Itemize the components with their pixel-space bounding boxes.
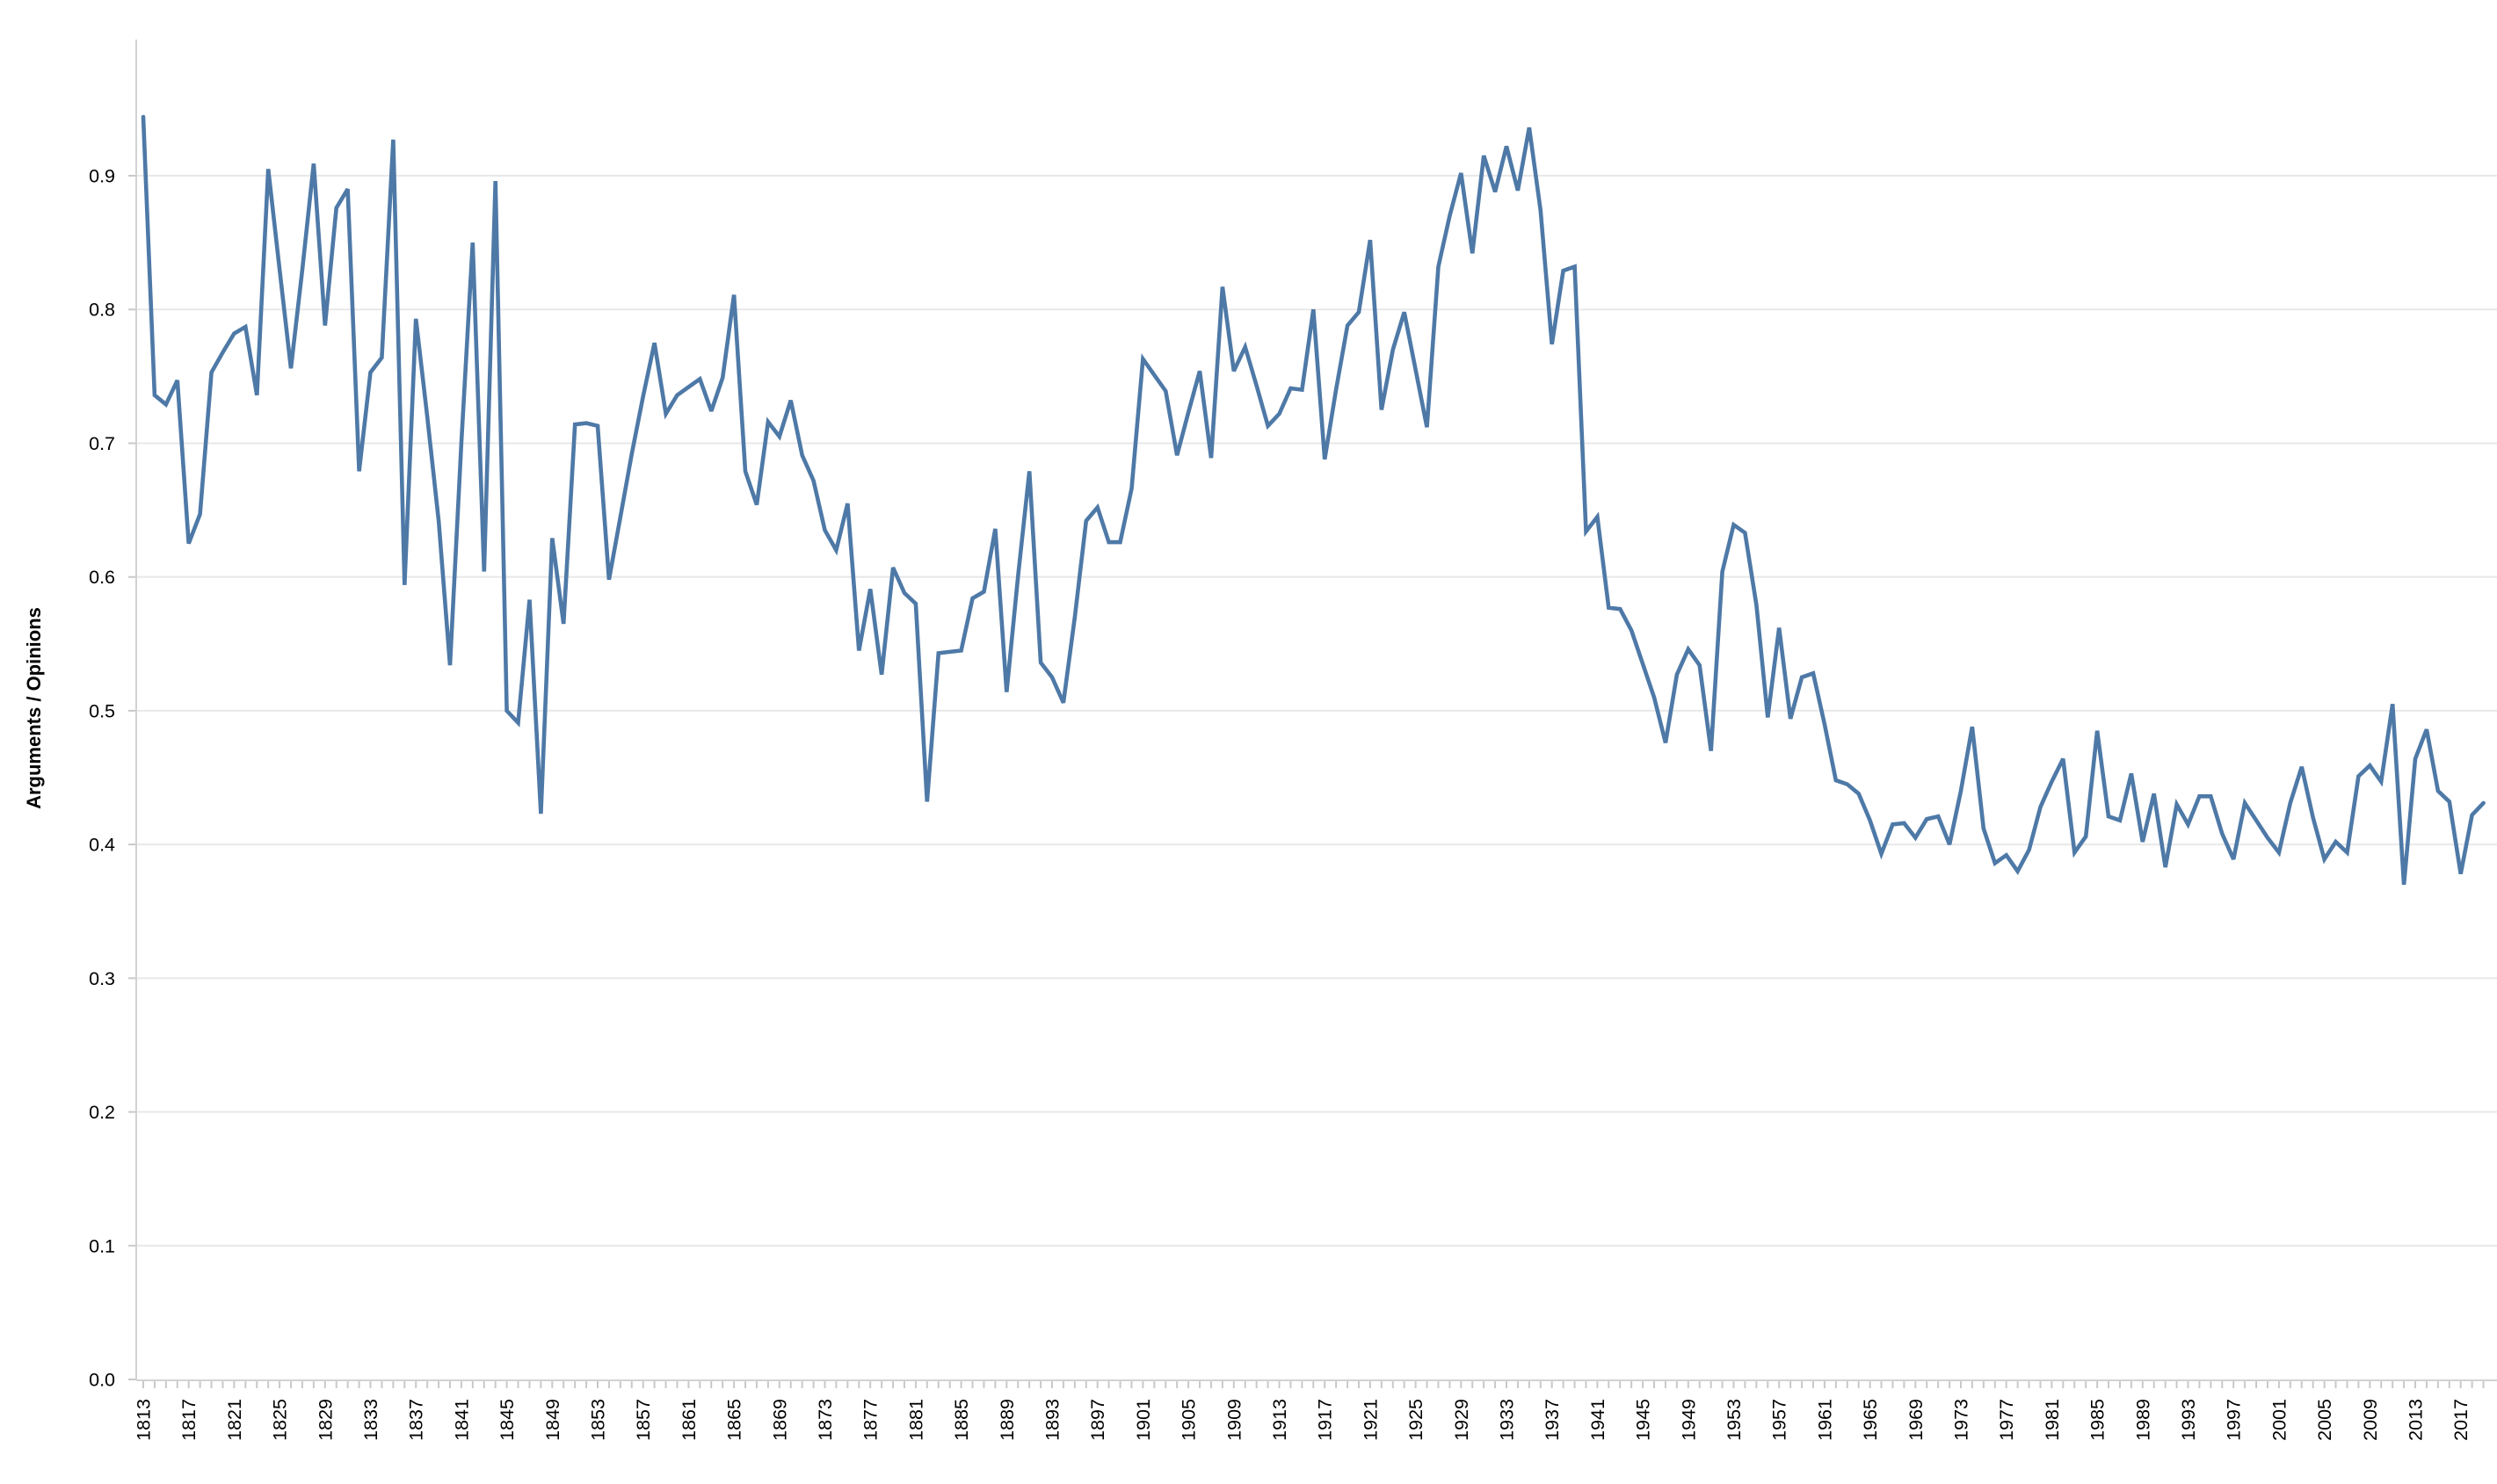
y-tick-label: 0.8 <box>89 300 115 321</box>
x-tick-label: 1849 <box>542 1399 563 1441</box>
x-tick-label: 1937 <box>1542 1399 1563 1441</box>
x-tick-label: 1817 <box>178 1399 200 1441</box>
x-tick-label: 1833 <box>360 1399 381 1441</box>
x-tick-label: 2009 <box>2360 1399 2381 1441</box>
x-tick-label: 1933 <box>1497 1399 1518 1441</box>
x-tick-label: 1901 <box>1133 1399 1154 1441</box>
series-group <box>141 114 2486 886</box>
x-tick-label: 1837 <box>406 1399 427 1441</box>
x-tick-label: 1885 <box>951 1399 972 1441</box>
x-tick-label: 1881 <box>905 1399 926 1441</box>
x-tick-label: 2017 <box>2450 1399 2472 1441</box>
x-tick-label: 1925 <box>1405 1399 1426 1441</box>
x-tick-label: 1813 <box>134 1399 155 1441</box>
y-tick-label: 0.2 <box>89 1102 115 1123</box>
x-tick-label: 1985 <box>2087 1399 2109 1441</box>
x-tick-label: 1909 <box>1223 1399 1245 1441</box>
x-tick-label: 1913 <box>1269 1399 1290 1441</box>
x-tick-label: 1945 <box>1633 1399 1654 1441</box>
x-axis-labels: 1813 1817 1821 1825 1829 1833 1837 1841 1845 1849… <box>134 1399 2472 1441</box>
y-tick-label: 0.0 <box>89 1370 115 1391</box>
x-tick-label: 1865 <box>724 1399 745 1441</box>
axes <box>135 40 2497 1381</box>
x-tick-label: 1821 <box>224 1399 245 1441</box>
x-tick-label: 1873 <box>815 1399 836 1441</box>
gridlines <box>136 175 2497 1247</box>
x-tick-label: 1889 <box>997 1399 1018 1441</box>
x-tick-label: 1893 <box>1042 1399 1063 1441</box>
y-tick-label: 0.4 <box>89 835 115 856</box>
x-tick-label: 1853 <box>588 1399 609 1441</box>
x-tick-label: 1869 <box>769 1399 790 1441</box>
x-tick-label: 1825 <box>270 1399 291 1441</box>
y-tick-label: 0.6 <box>89 567 115 588</box>
x-tick-label: 1997 <box>2224 1399 2245 1441</box>
x-tick-label: 2005 <box>2314 1399 2335 1441</box>
y-tick-label: 0.5 <box>89 700 115 721</box>
series-line[interactable] <box>141 114 2486 886</box>
x-tick-label: 1949 <box>1678 1399 1699 1441</box>
x-axis-ticks <box>142 1381 2485 1388</box>
y-tick-label: 0.3 <box>89 968 115 989</box>
x-tick-label: 1957 <box>1769 1399 1790 1441</box>
x-tick-label: 1989 <box>2132 1399 2153 1441</box>
x-tick-label: 1845 <box>497 1399 518 1441</box>
x-tick-label: 2001 <box>2268 1399 2290 1441</box>
y-axis-ticks <box>128 175 135 1380</box>
x-tick-label: 1953 <box>1724 1399 1745 1441</box>
x-tick-label: 1973 <box>1951 1399 1972 1441</box>
y-axis-title: Arguments / Opinions <box>23 607 45 809</box>
x-tick-label: 1941 <box>1587 1399 1608 1441</box>
y-tick-label: 0.7 <box>89 433 115 454</box>
x-tick-label: 1977 <box>1996 1399 2017 1441</box>
x-tick-label: 1961 <box>1814 1399 1835 1441</box>
x-tick-label: 2013 <box>2406 1399 2427 1441</box>
x-tick-label: 1905 <box>1179 1399 1200 1441</box>
x-tick-label: 1829 <box>315 1399 336 1441</box>
x-tick-label: 1969 <box>1905 1399 1927 1441</box>
x-tick-label: 1965 <box>1860 1399 1881 1441</box>
x-tick-label: 1917 <box>1315 1399 1336 1441</box>
y-tick-label: 0.1 <box>89 1235 115 1256</box>
x-tick-label: 1841 <box>451 1399 472 1441</box>
x-tick-label: 1921 <box>1360 1399 1381 1441</box>
y-axis-labels: 0.0 0.1 0.2 0.3 0.4 0.5 0.6 0.7 0.8 0.9 <box>89 166 115 1391</box>
y-tick-label: 0.9 <box>89 166 115 187</box>
x-tick-label: 1897 <box>1087 1399 1108 1441</box>
x-tick-label: 1981 <box>2042 1399 2063 1441</box>
x-tick-label: 1861 <box>679 1399 700 1441</box>
x-tick-label: 1877 <box>860 1399 882 1441</box>
x-tick-label: 1929 <box>1451 1399 1472 1441</box>
x-tick-label: 1993 <box>2178 1399 2199 1441</box>
x-tick-label: 1857 <box>633 1399 654 1441</box>
